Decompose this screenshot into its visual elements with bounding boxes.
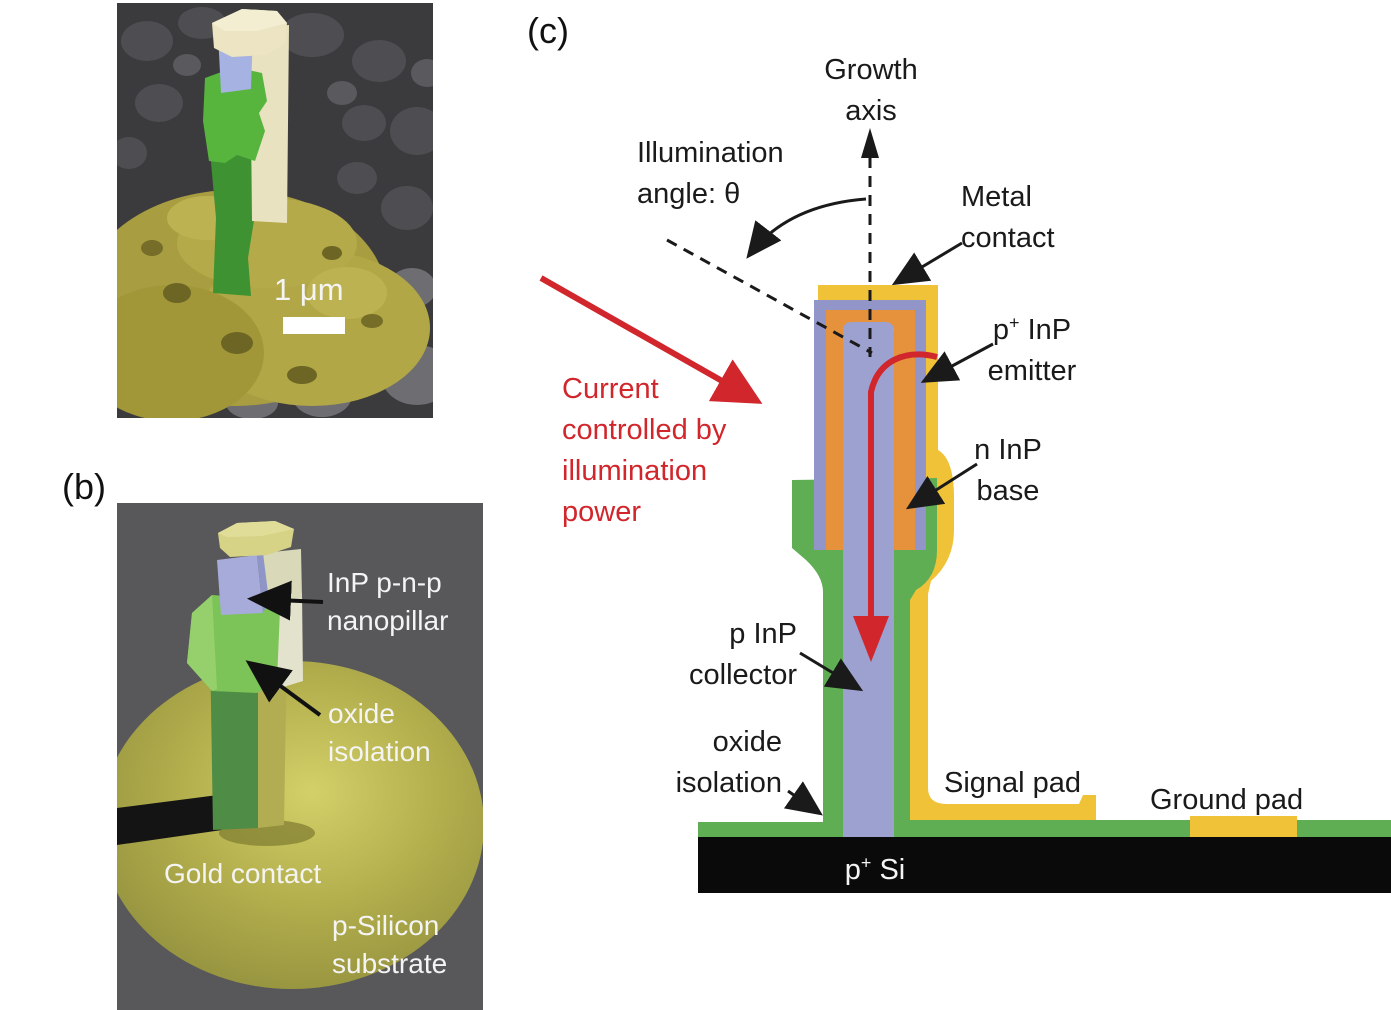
collector-arrow bbox=[799, 651, 864, 692]
ground-pad-shape bbox=[1190, 816, 1297, 837]
scale-bar-label: 1 μm bbox=[274, 272, 344, 307]
growth-axis-arrowhead bbox=[861, 128, 879, 158]
sem-illustration bbox=[117, 3, 433, 418]
nanopillar-blue-facet bbox=[217, 555, 263, 615]
oxide-arrow-b bbox=[245, 660, 322, 717]
current-controlled-label: Current controlled by illumination power bbox=[562, 373, 727, 528]
collector-label: p InP collector bbox=[689, 618, 797, 691]
nanopillar-label: InP p-n-p nanopillar bbox=[327, 567, 449, 636]
oxide-isolation-label-c: oxide isolation bbox=[675, 726, 782, 799]
p-silicon-label: p-Silicon substrate bbox=[332, 910, 448, 979]
angle-arc-arrow bbox=[746, 197, 867, 259]
scale-bar bbox=[283, 317, 345, 334]
signal-pad-label: Signal pad bbox=[944, 767, 1082, 799]
panel-a-sem-image: 1 μm bbox=[117, 3, 433, 418]
panel-b-letter: (b) bbox=[62, 466, 106, 507]
illumination-angle-label: Illumination angle: θ bbox=[637, 137, 784, 210]
substrate-label: p+ Si bbox=[844, 852, 906, 886]
growth-axis-label: Growth axis bbox=[824, 54, 918, 127]
panel-c-diagram bbox=[539, 128, 1391, 893]
sem-pillar-lower-column bbox=[210, 151, 256, 296]
emitter-arrow bbox=[920, 342, 994, 383]
illumination-line bbox=[666, 238, 873, 355]
base-label: n InP base bbox=[974, 434, 1042, 507]
panel-c-letter: (c) bbox=[527, 10, 569, 51]
substrate-shape bbox=[698, 837, 1391, 893]
metal-contact-arrow bbox=[891, 241, 963, 286]
nanopillar-arrow bbox=[247, 580, 324, 621]
metal-contact-label: Metal contact bbox=[961, 181, 1055, 254]
emitter-shell-shape bbox=[814, 300, 926, 550]
oxide-arrow-c bbox=[783, 781, 823, 816]
sem-pillar-oxide bbox=[203, 67, 267, 163]
ground-pad-label: Ground pad bbox=[1150, 784, 1304, 816]
panel-b-illustration bbox=[117, 503, 483, 1010]
gold-contact-label: Gold contact bbox=[164, 858, 322, 889]
base-arrow bbox=[905, 462, 978, 510]
illumination-power-arrow bbox=[539, 275, 763, 404]
panel-b-schematic: InP p-n-p nanopillar oxide isolation Gol… bbox=[117, 503, 483, 1010]
oxide-isolation-label-b: oxide isolation bbox=[328, 698, 431, 767]
emitter-label: p+ InP emitter bbox=[987, 312, 1077, 387]
trench-shadow bbox=[117, 795, 222, 845]
current-arrowhead bbox=[853, 616, 889, 662]
